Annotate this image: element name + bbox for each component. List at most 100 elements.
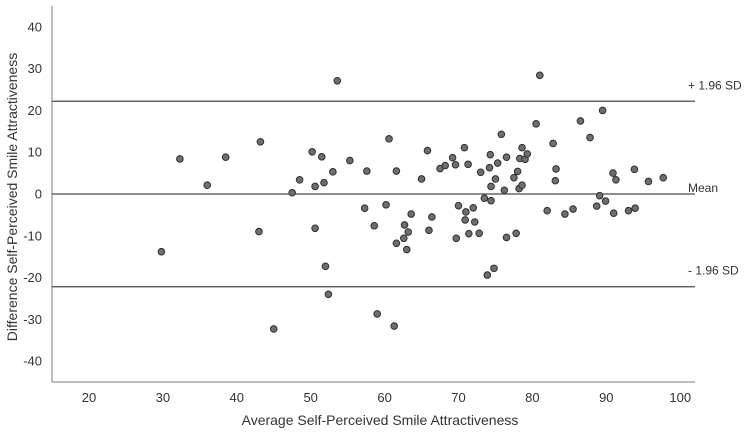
data-point [512, 229, 520, 238]
data-point [460, 143, 469, 152]
x-tick-label: 60 [377, 390, 391, 405]
data-point [569, 205, 577, 213]
data-point [423, 146, 432, 155]
data-point [346, 156, 354, 165]
data-point [176, 155, 184, 163]
y-tick-label: -40 [23, 354, 42, 369]
data-point [490, 264, 498, 273]
data-point [535, 71, 544, 80]
data-point [475, 229, 483, 238]
data-point [269, 325, 278, 333]
y-tick-label: -10 [23, 228, 42, 243]
data-point [464, 160, 472, 169]
data-point [592, 202, 601, 210]
x-tick-label: 30 [156, 390, 170, 405]
y-tick-label: 30 [28, 61, 42, 76]
data-point [392, 239, 401, 248]
y-tick-label: 10 [28, 145, 42, 160]
data-point [552, 165, 560, 173]
data-point [483, 271, 492, 279]
x-tick-label: 40 [230, 390, 244, 405]
data-point [317, 153, 326, 161]
data-point [392, 167, 401, 175]
data-point [452, 234, 461, 243]
data-point [363, 167, 371, 175]
data-point [324, 290, 333, 299]
data-point [400, 234, 408, 243]
y-tick-label: 0 [35, 187, 42, 202]
data-point [644, 177, 653, 186]
data-point [469, 203, 478, 212]
data-point [631, 204, 639, 213]
data-point [402, 245, 411, 254]
data-point [425, 226, 433, 235]
data-point [532, 120, 540, 128]
data-point [382, 201, 390, 209]
data-point [157, 247, 166, 256]
data-point [480, 194, 489, 202]
data-point [441, 161, 449, 170]
data-point [373, 310, 381, 318]
data-point [612, 175, 620, 184]
data-point [407, 210, 415, 218]
data-point [390, 322, 398, 330]
data-point [385, 135, 393, 143]
data-point [451, 160, 460, 169]
data-point [320, 178, 328, 187]
data-point [428, 213, 436, 221]
data-point [513, 167, 522, 176]
data-point [518, 143, 526, 152]
data-point [255, 227, 263, 236]
x-tick-label: 20 [82, 390, 96, 405]
reference-line-label: - 1.96 SD [688, 264, 739, 278]
data-point [221, 153, 230, 162]
data-point [360, 204, 369, 213]
data-point [486, 150, 495, 159]
data-point [485, 163, 494, 172]
data-point [461, 216, 469, 224]
data-point [491, 175, 500, 183]
data-point [624, 206, 633, 215]
x-tick-label: 100 [669, 390, 691, 405]
axes-layer: -40 -30 -20 -10 0 10 20 30 40 20 30 40 50 60 70 80 90 100 [23, 6, 695, 405]
x-tick-label: 90 [599, 390, 613, 405]
data-point [561, 210, 569, 218]
x-axis-title: Average Self-Perceived Smile Attractiven… [242, 412, 519, 428]
data-point [510, 173, 518, 182]
data-point [518, 181, 526, 190]
data-point [462, 208, 470, 216]
data-point [311, 224, 319, 233]
data-point [493, 159, 502, 167]
y-tick-label: -20 [23, 270, 42, 285]
data-point [549, 139, 557, 148]
x-tick-label: 50 [303, 390, 317, 405]
data-point [595, 191, 604, 200]
data-point [598, 106, 607, 115]
data-point [329, 168, 337, 176]
data-point [502, 233, 511, 242]
data-point [321, 262, 330, 271]
x-tick-label: 80 [525, 390, 539, 405]
reference-lines-layer: + 1.96 SD Mean - 1.96 SD [52, 78, 742, 288]
data-point [256, 137, 265, 146]
data-point [551, 176, 560, 185]
x-tick-label: 70 [451, 390, 465, 405]
data-point [203, 181, 212, 190]
data-point [288, 188, 297, 197]
data-point [454, 201, 463, 210]
data-point [295, 175, 304, 184]
data-point [311, 182, 319, 191]
y-tick-label: 20 [28, 103, 42, 118]
data-point [487, 196, 495, 205]
data-point [370, 221, 379, 230]
data-point [500, 186, 509, 195]
data-point [417, 175, 426, 183]
data-point [487, 182, 495, 191]
reference-line-label: Mean [688, 181, 718, 195]
data-point [576, 117, 585, 125]
data-point [476, 168, 485, 177]
y-tick-label: 40 [28, 19, 42, 34]
y-axis-title: Difference Self-Perceived Smile Attracti… [4, 53, 20, 341]
data-point [333, 76, 342, 85]
